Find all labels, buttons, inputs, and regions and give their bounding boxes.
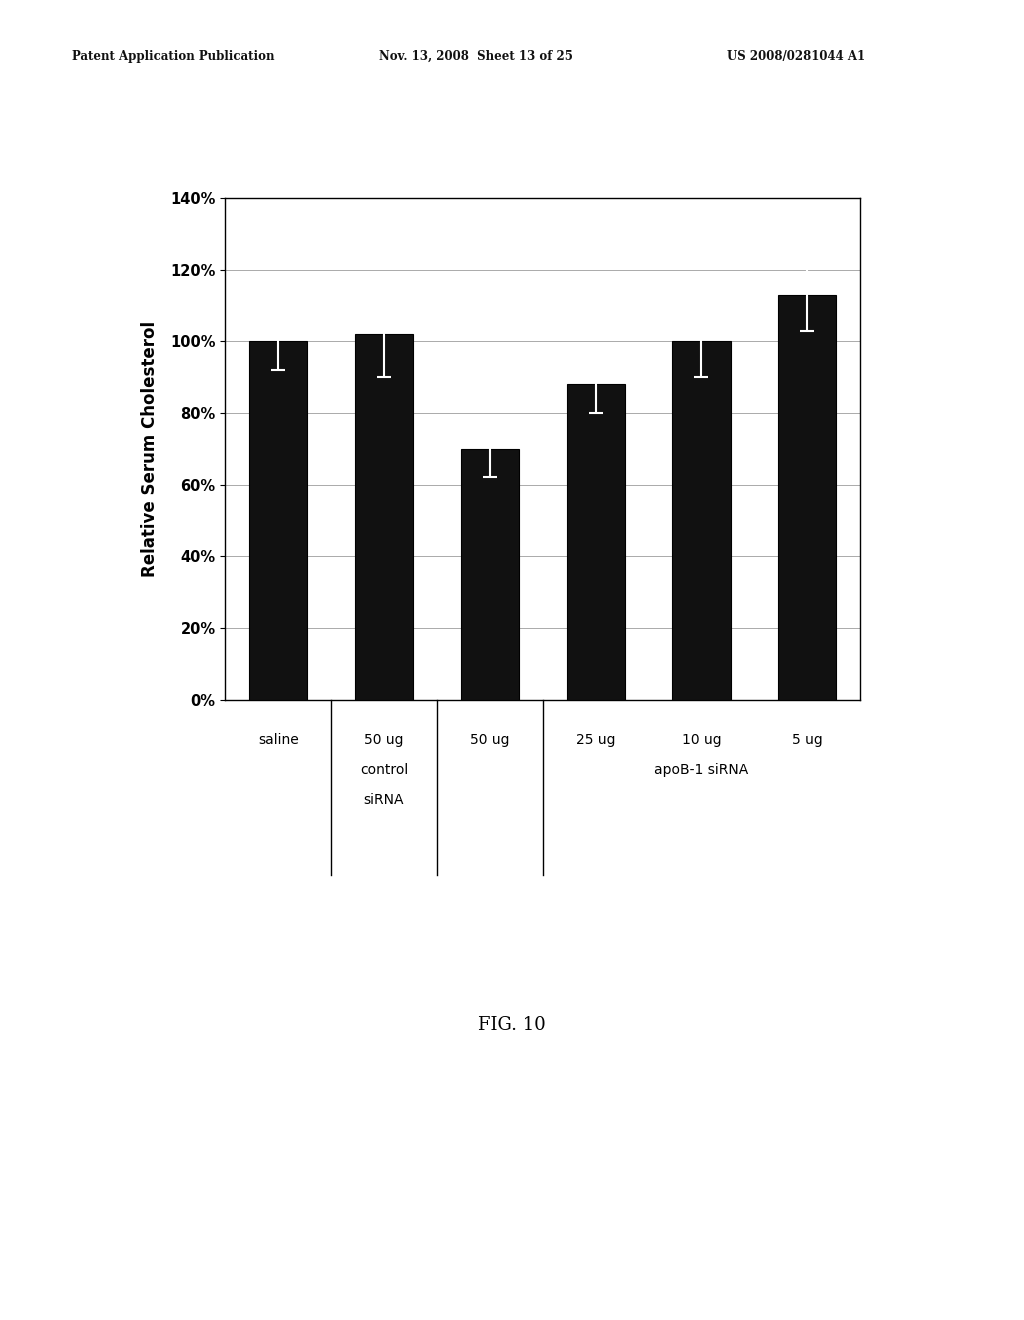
Bar <box>355 334 413 700</box>
Text: 25 ug: 25 ug <box>575 733 615 747</box>
Text: US 2008/0281044 A1: US 2008/0281044 A1 <box>727 50 865 63</box>
Bar <box>778 294 837 700</box>
Bar <box>249 342 307 700</box>
Text: saline: saline <box>258 733 299 747</box>
Text: 50 ug: 50 ug <box>470 733 510 747</box>
Text: apoB-1 siRNA: apoB-1 siRNA <box>654 763 749 777</box>
Text: Patent Application Publication: Patent Application Publication <box>72 50 274 63</box>
Text: Nov. 13, 2008  Sheet 13 of 25: Nov. 13, 2008 Sheet 13 of 25 <box>379 50 572 63</box>
Text: control: control <box>359 763 409 777</box>
Text: 5 ug: 5 ug <box>792 733 822 747</box>
Bar <box>566 384 625 700</box>
Text: 50 ug: 50 ug <box>365 733 403 747</box>
Y-axis label: Relative Serum Cholesterol: Relative Serum Cholesterol <box>141 321 159 577</box>
Bar <box>461 449 519 700</box>
Bar <box>673 342 730 700</box>
Text: siRNA: siRNA <box>364 793 404 808</box>
Text: FIG. 10: FIG. 10 <box>478 1016 546 1035</box>
Text: 10 ug: 10 ug <box>682 733 721 747</box>
